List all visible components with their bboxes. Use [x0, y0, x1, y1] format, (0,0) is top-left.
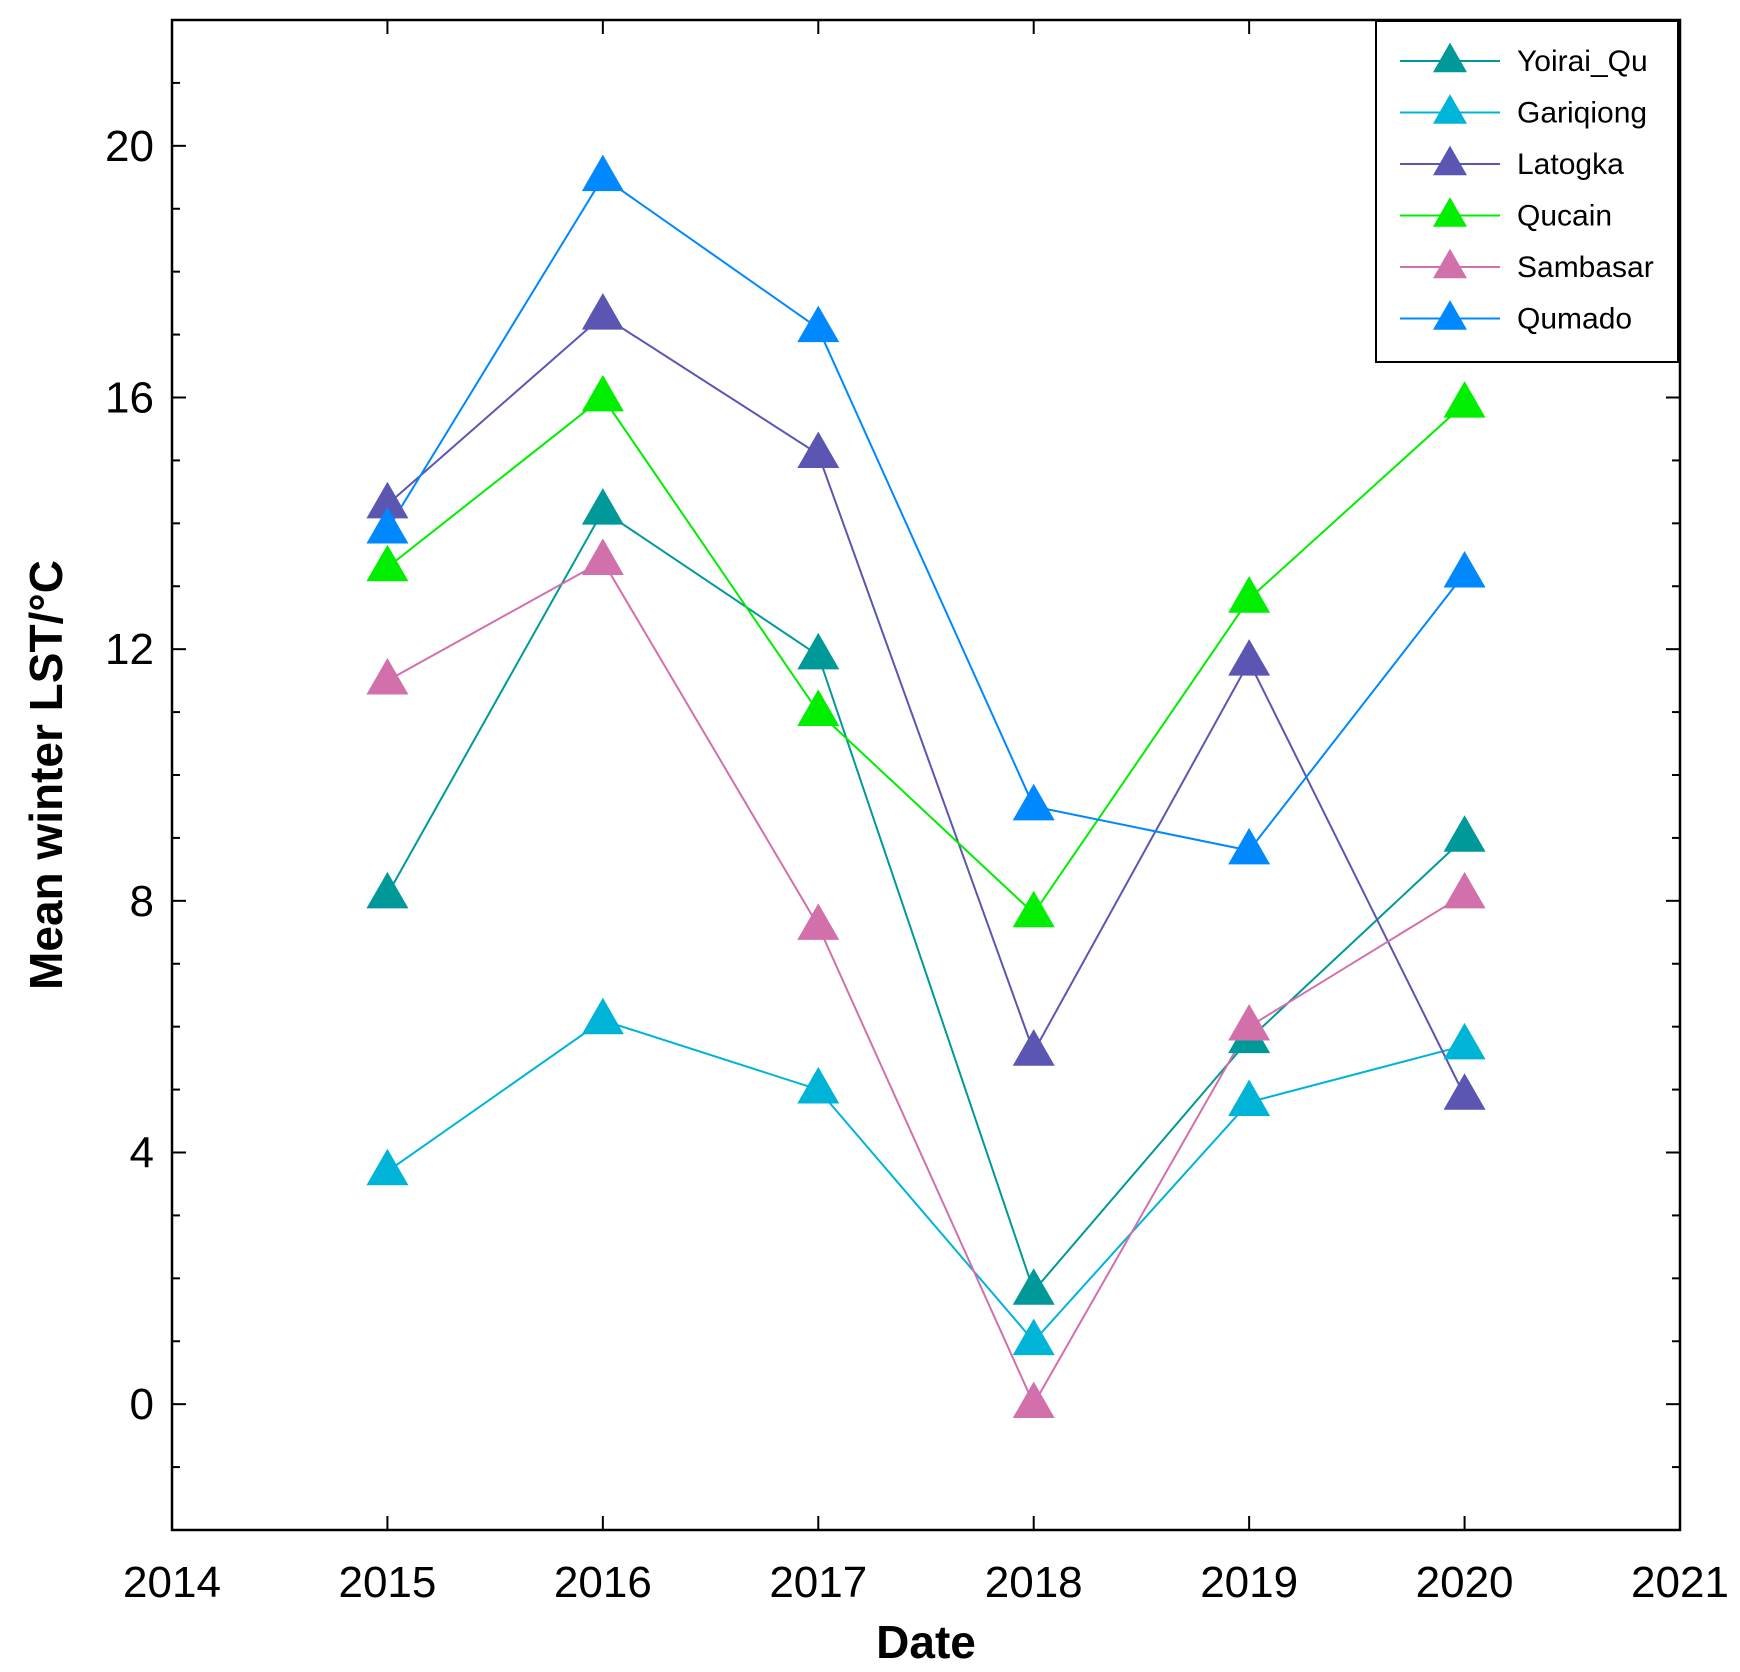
data-point [581, 538, 624, 575]
series-Gariqiong [386, 1019, 1465, 1343]
x-tick-label: 2014 [123, 1558, 221, 1607]
data-point [581, 488, 624, 525]
y-tick-label: 12 [105, 625, 154, 674]
data-point [1228, 827, 1271, 865]
data-point [1443, 381, 1486, 418]
x-tick-label: 2021 [1631, 1558, 1729, 1607]
x-tick-label: 2015 [338, 1558, 436, 1607]
data-point [581, 293, 624, 330]
data-point [1012, 1029, 1055, 1066]
legend-item: Qucain [1400, 197, 1612, 233]
legend: Yoirai_Qu Gariqiong Latogka Qucain Sambasar Q… [1375, 20, 1679, 363]
data-point [366, 506, 409, 544]
data-point [1228, 1004, 1271, 1041]
data-point [797, 689, 840, 726]
data-point [1443, 1022, 1486, 1060]
data-point [1443, 551, 1486, 588]
x-tick-label: 2018 [985, 1558, 1083, 1607]
y-axis-title: Mean winter LST/°C [20, 560, 72, 990]
data-point [1443, 871, 1486, 909]
data-point [1443, 1073, 1486, 1110]
data-point [1228, 1079, 1271, 1117]
legend-marker [1433, 145, 1467, 176]
data-point [797, 903, 840, 940]
data-point [1443, 815, 1486, 852]
data-point [1228, 639, 1271, 676]
legend-marker [1433, 300, 1467, 330]
y-tick-label: 20 [105, 122, 154, 171]
data-point [581, 374, 624, 412]
data-point [1012, 1268, 1055, 1305]
series-line [386, 1019, 1465, 1343]
y-tick-label: 16 [105, 374, 154, 423]
legend-label: Gariqiong [1517, 97, 1647, 130]
legend-label: Qumado [1517, 303, 1632, 336]
legend-label: Sambasar [1517, 251, 1654, 284]
data-point [366, 544, 409, 582]
legend-marker [1433, 248, 1467, 279]
series-line [386, 559, 1466, 1407]
data-point [581, 997, 624, 1035]
legend-item: Latogka [1400, 145, 1624, 181]
legend-marker [1433, 197, 1467, 227]
data-point [1012, 1381, 1055, 1419]
data-point [581, 154, 624, 192]
series-markers-Sambasar [366, 538, 1486, 1419]
data-point [1012, 1318, 1055, 1356]
data-point [1012, 783, 1055, 821]
series-group [366, 154, 1486, 1419]
legend-item: Qumado [1400, 300, 1632, 336]
legend-marker [1433, 94, 1467, 124]
series-Qumado [386, 175, 1466, 852]
x-axis: 2014 2015 2016 2017 2018 2019 2020 2021 [123, 20, 1729, 1607]
y-tick-label: 8 [130, 877, 154, 926]
series-line [386, 314, 1466, 1097]
x-tick-label: 2016 [554, 1558, 652, 1607]
data-point [366, 481, 409, 519]
legend-label: Yoirai_Qu [1517, 45, 1648, 78]
series-markers-Latogka [366, 293, 1486, 1110]
series-markers-Qucain [366, 374, 1486, 928]
legend-item: Yoirai_Qu [1400, 42, 1648, 78]
series-Latogka [386, 314, 1466, 1097]
data-point [1228, 576, 1271, 613]
x-tick-label: 2020 [1416, 1558, 1514, 1607]
data-point [366, 1148, 409, 1186]
data-point [797, 305, 840, 343]
legend-box [1375, 20, 1679, 363]
data-point [797, 632, 840, 670]
y-axis: 0 4 8 12 16 20 [105, 19, 1680, 1531]
plot-frame [170, 18, 1682, 1532]
series-markers-Gariqiong [366, 997, 1486, 1356]
legend-item: Sambasar [1400, 248, 1654, 284]
y-tick-label: 0 [130, 1380, 154, 1429]
series-line [386, 175, 1466, 852]
data-point [797, 1066, 840, 1104]
x-axis-title: Date [876, 1616, 976, 1668]
legend-marker [1433, 42, 1467, 73]
data-point [1012, 890, 1055, 928]
legend-label: Qucain [1517, 200, 1612, 233]
series-line [386, 396, 1466, 915]
data-point [366, 657, 409, 695]
series-markers-Qumado [366, 154, 1486, 865]
legend-label: Latogka [1517, 148, 1624, 181]
data-point [797, 431, 840, 469]
x-tick-label: 2019 [1200, 1558, 1298, 1607]
series-Sambasar [386, 559, 1466, 1407]
y-tick-label: 4 [130, 1129, 154, 1178]
x-tick-label: 2017 [769, 1558, 867, 1607]
legend-item: Gariqiong [1400, 94, 1647, 130]
data-point [366, 871, 409, 909]
series-Qucain [386, 396, 1466, 915]
